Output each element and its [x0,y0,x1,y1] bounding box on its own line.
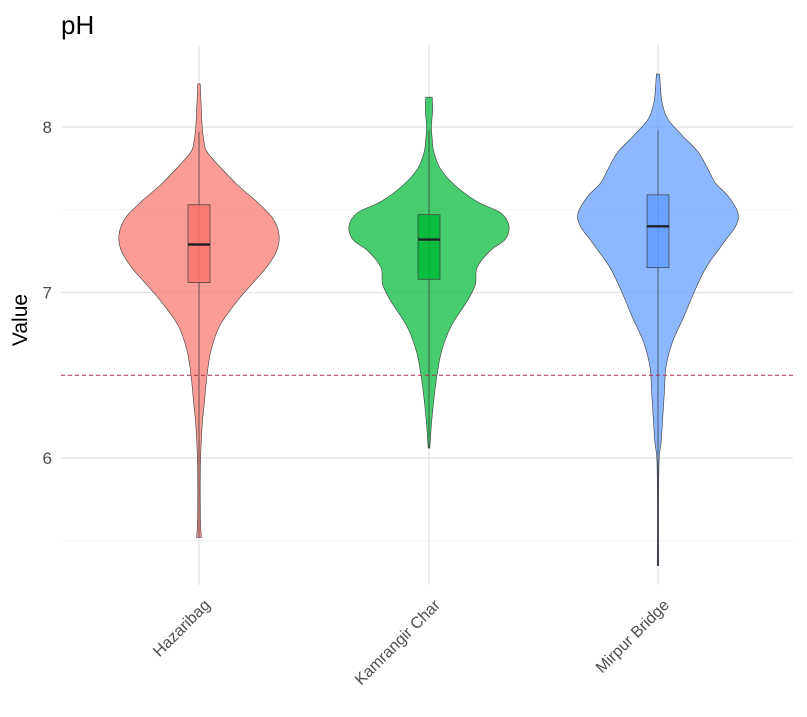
box-iqr [646,194,670,269]
violin-hazaribag [118,83,280,538]
x-tick-label: Hazaribag [150,597,214,661]
box-iqr [417,214,441,280]
chart-title: pH [61,10,94,40]
violin-kamrangir-char [348,96,510,449]
y-axis-label: Value [9,294,32,346]
x-tick-label: Kamrangir Char [352,596,444,688]
y-tick-label: 7 [43,284,52,303]
violin-mirpur-bridge [577,73,739,566]
y-tick-label: 8 [43,118,52,137]
y-tick-labels: 6 7 8 [43,118,52,468]
violins [118,73,739,566]
x-tick-label: Mirpur Bridge [593,597,673,677]
x-tick-labels: Hazaribag Kamrangir Char Mirpur Bridge [150,596,673,688]
y-tick-label: 6 [43,449,52,468]
